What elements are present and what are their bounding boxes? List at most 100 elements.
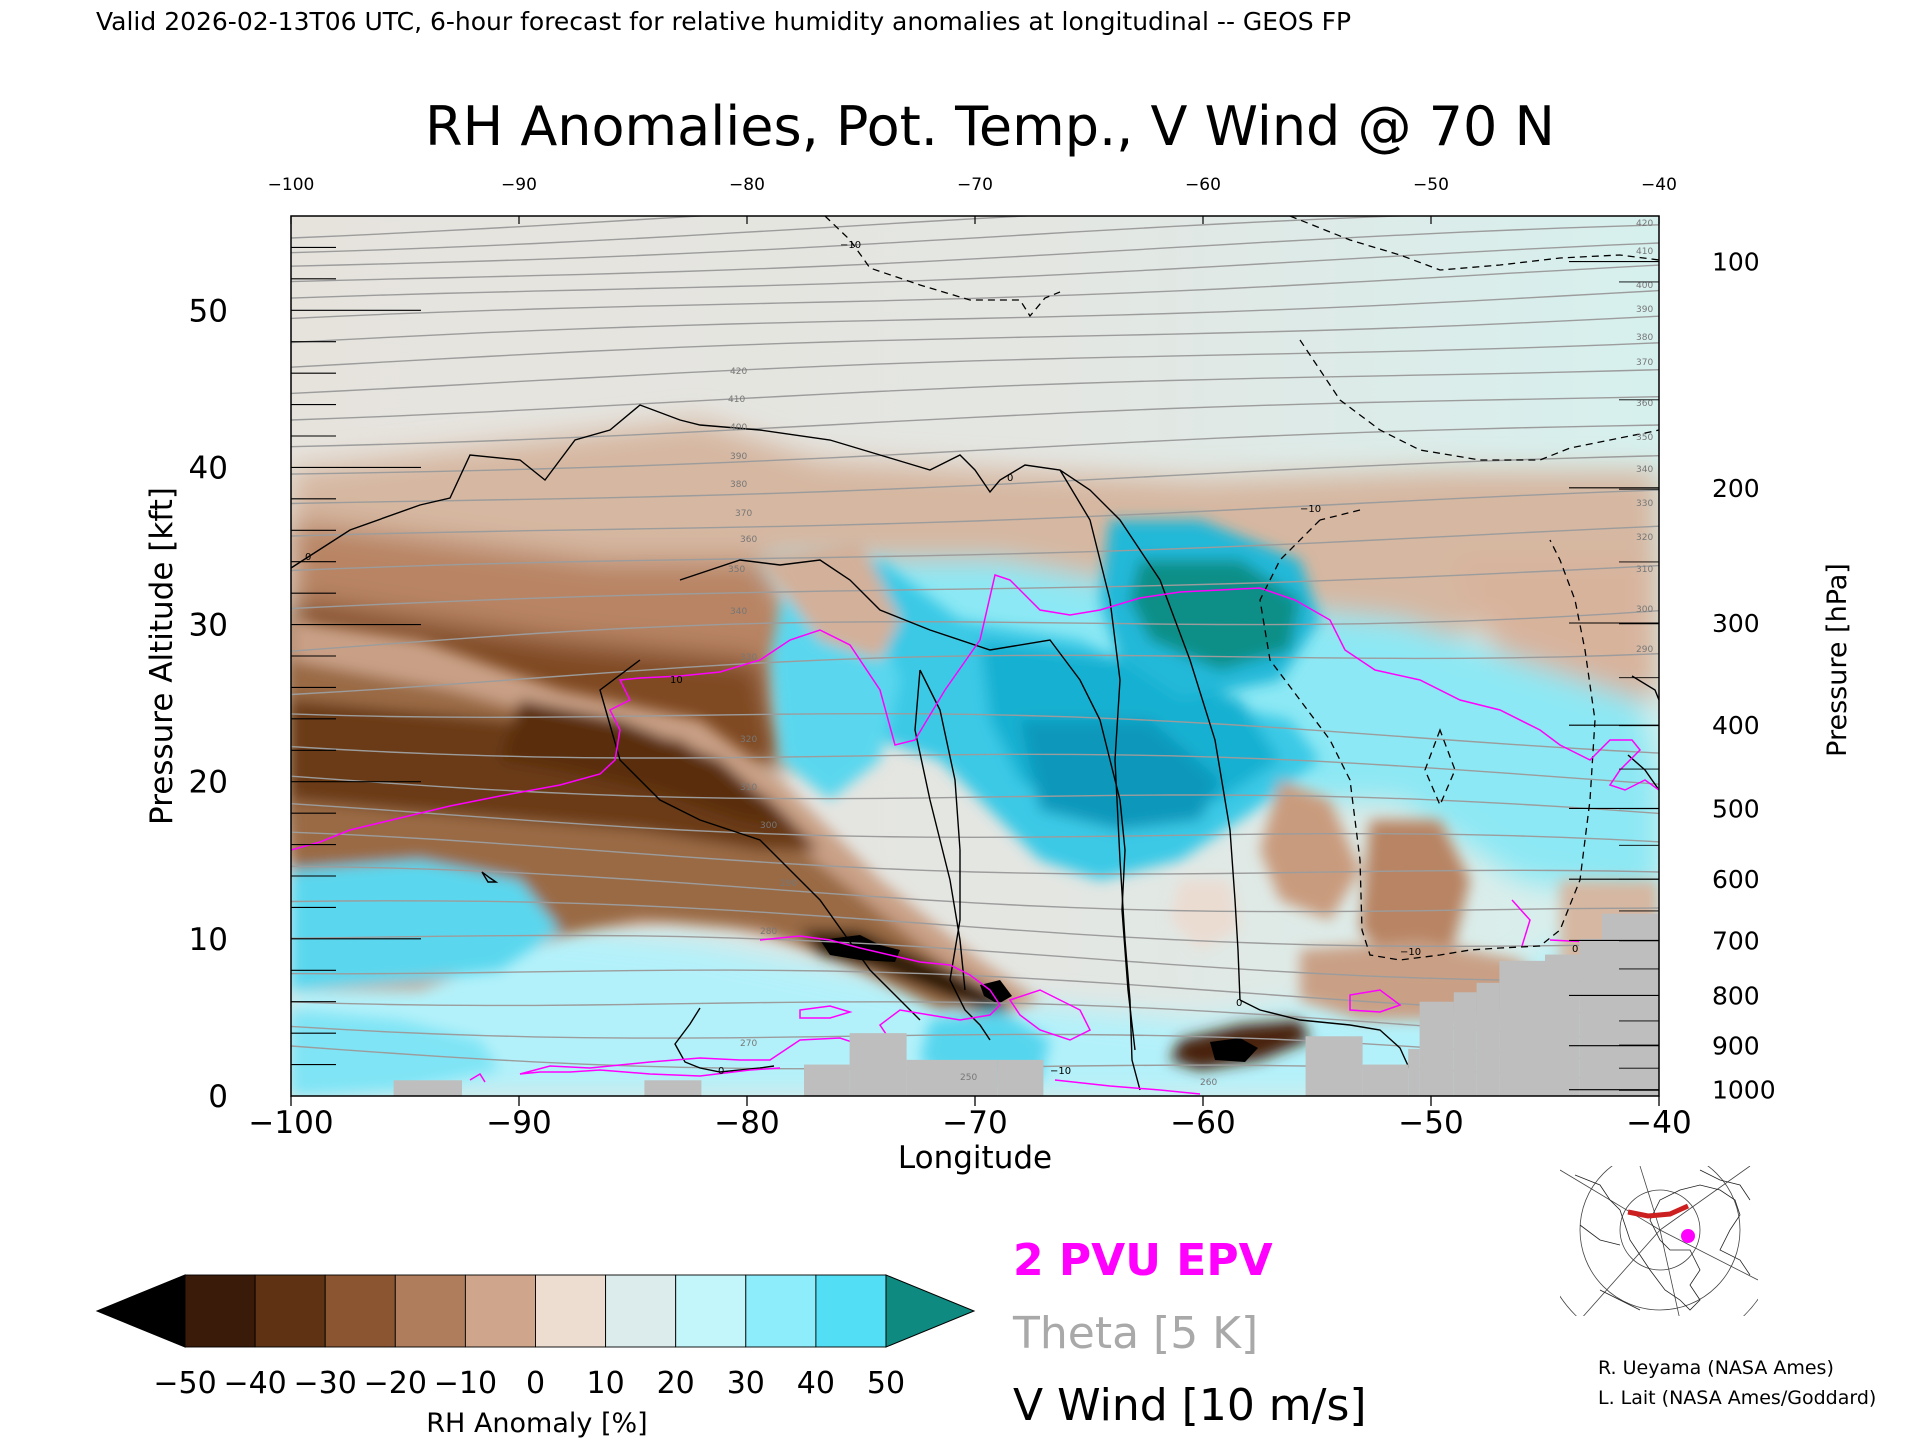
theta-line <box>291 525 1659 572</box>
theta-label: 420 <box>730 367 747 377</box>
terrain-block <box>393 1080 462 1096</box>
y-axis-left: 0 10 20 30 40 50 <box>189 215 421 1115</box>
colorbar-tick-label: −10 <box>434 1366 497 1401</box>
theta-line <box>291 712 1659 754</box>
theta-label: 400 <box>730 423 747 433</box>
colorbar-label: RH Anomaly [%] <box>426 1408 647 1439</box>
colorbar-tick-label: −30 <box>294 1366 357 1401</box>
pressure-tick-label: 300 <box>1712 609 1760 638</box>
theta-label: 330 <box>1636 499 1653 509</box>
theta-line <box>291 216 1415 267</box>
terrain-block <box>1579 938 1602 1096</box>
theta-contour-labels: 250 260 270 280 290 300 310 320 330 340 350 360 370 3… <box>728 219 1653 1088</box>
pressure-tick-label: 600 <box>1712 865 1760 894</box>
theta-line <box>291 934 1659 982</box>
colorbar-segment <box>675 1274 747 1348</box>
theta-line <box>291 745 1659 785</box>
terrain-block <box>1305 1036 1363 1096</box>
y-axis-label-right: Pressure [hPa] <box>1822 563 1853 757</box>
colorbar-tick-label: 0 <box>526 1366 545 1401</box>
vwind-label: −10 <box>1050 1066 1071 1077</box>
vwind-label: 10 <box>670 675 683 686</box>
rh-anomaly-field <box>291 420 1659 1096</box>
colorbar-tick-labels: −50 −40 −30 −20 −10 0 10 20 30 40 50 <box>153 1366 905 1401</box>
theta-label: 310 <box>1636 565 1653 575</box>
x-axis-bottom: −100 −90 −80 −70 −60 −50 −40 <box>248 1096 1692 1141</box>
colorbar-segment <box>815 1274 887 1348</box>
x-tick-label: −90 <box>486 1105 551 1141</box>
theta-label: 380 <box>1636 333 1653 343</box>
theta-label: 290 <box>780 879 797 889</box>
theta-label: 410 <box>1636 247 1653 257</box>
theta-line <box>291 424 1659 475</box>
x-tick-label: −40 <box>1626 1105 1691 1141</box>
colorbar-segment <box>464 1274 536 1348</box>
x-axis-label: Longitude <box>898 1140 1052 1176</box>
theta-label: 390 <box>730 452 747 462</box>
v-wind-contour-labels: 0 0 10 0 0 0 −10 −10 −10 −10 <box>305 240 1578 1077</box>
colorbar-tick-label: 10 <box>587 1366 625 1401</box>
legend-theta: Theta [5 K] <box>1012 1308 1258 1359</box>
theta-contours <box>291 216 1659 1084</box>
vwind-label: 0 <box>1007 473 1013 484</box>
pressure-tick-label: 800 <box>1712 981 1760 1010</box>
credit-line-2: L. Lait (NASA Ames/Goddard) <box>1598 1387 1876 1409</box>
theta-label: 370 <box>735 509 752 519</box>
x-top-tick-label: −80 <box>729 175 765 195</box>
x-tick-label: −80 <box>714 1105 779 1141</box>
colorbar-tick-label: 30 <box>727 1366 765 1401</box>
theta-label: 330 <box>740 653 757 663</box>
x-tick-label: −50 <box>1398 1105 1463 1141</box>
theta-line <box>291 264 1659 320</box>
theta-label: 320 <box>740 735 757 745</box>
colorbar-segment <box>605 1274 677 1348</box>
terrain-block <box>1408 1048 1420 1096</box>
theta-label: 400 <box>1636 281 1653 291</box>
y-tick-label: 30 <box>189 608 228 644</box>
x-axis-top: −100 −90 −80 −70 −60 −50 −40 <box>268 175 1677 224</box>
colorbar-upper-arrow <box>885 1274 976 1348</box>
cross-section-track <box>1627 1203 1690 1219</box>
pressure-tick-label: 100 <box>1712 248 1760 277</box>
v-wind-negative-contours <box>824 216 1659 961</box>
theta-label: 420 <box>1636 219 1653 229</box>
v-wind-contours <box>291 404 1659 1091</box>
terrain-block <box>644 1080 702 1096</box>
theta-line <box>291 342 1659 395</box>
theta-line <box>291 803 1659 843</box>
theta-line <box>291 900 1659 947</box>
terrain-block <box>1476 982 1500 1096</box>
terrain-block <box>997 1059 1044 1096</box>
legend-epv: 2 PVU EPV <box>1013 1235 1273 1286</box>
colorbar-tick-label: 40 <box>797 1366 835 1401</box>
plot-area: 250 260 270 280 290 300 310 320 330 340 350 360 370 3… <box>290 215 1660 1097</box>
vwind-label: −10 <box>1400 947 1421 958</box>
field-legend: 2 PVU EPV Theta [5 K] V Wind [10 m/s] <box>1012 1235 1367 1431</box>
colorbar-tick-label: −50 <box>153 1366 216 1401</box>
y-tick-label: 20 <box>189 765 228 801</box>
x-tick-label: −70 <box>942 1105 1007 1141</box>
pressure-tick-label: 700 <box>1712 926 1760 955</box>
theta-line <box>291 489 1659 537</box>
x-tick-label: −100 <box>248 1105 333 1141</box>
y-axis-label-left: Pressure Altitude [kft] <box>144 487 180 825</box>
theta-label: 370 <box>1636 358 1653 368</box>
theta-label: 320 <box>1636 533 1653 543</box>
y-tick-label: 40 <box>189 450 228 486</box>
terrain-block <box>1453 992 1477 1096</box>
x-top-tick-label: −100 <box>268 175 315 195</box>
terrain-block <box>1419 1001 1454 1096</box>
legend-vwind: V Wind [10 m/s] <box>1013 1380 1367 1431</box>
terrain-mask <box>393 913 1659 1096</box>
vwind-label: 0 <box>1572 944 1578 955</box>
x-top-tick-label: −50 <box>1413 175 1449 195</box>
theta-label: 340 <box>730 607 747 617</box>
colorbar-tick-label: −40 <box>223 1366 286 1401</box>
x-top-tick-label: −40 <box>1641 175 1677 195</box>
terrain-block <box>906 1059 998 1096</box>
pressure-tick-label: 400 <box>1712 711 1760 740</box>
y-tick-label: 0 <box>208 1079 228 1115</box>
colorbar-segment <box>745 1274 817 1348</box>
theta-line <box>291 455 1659 505</box>
